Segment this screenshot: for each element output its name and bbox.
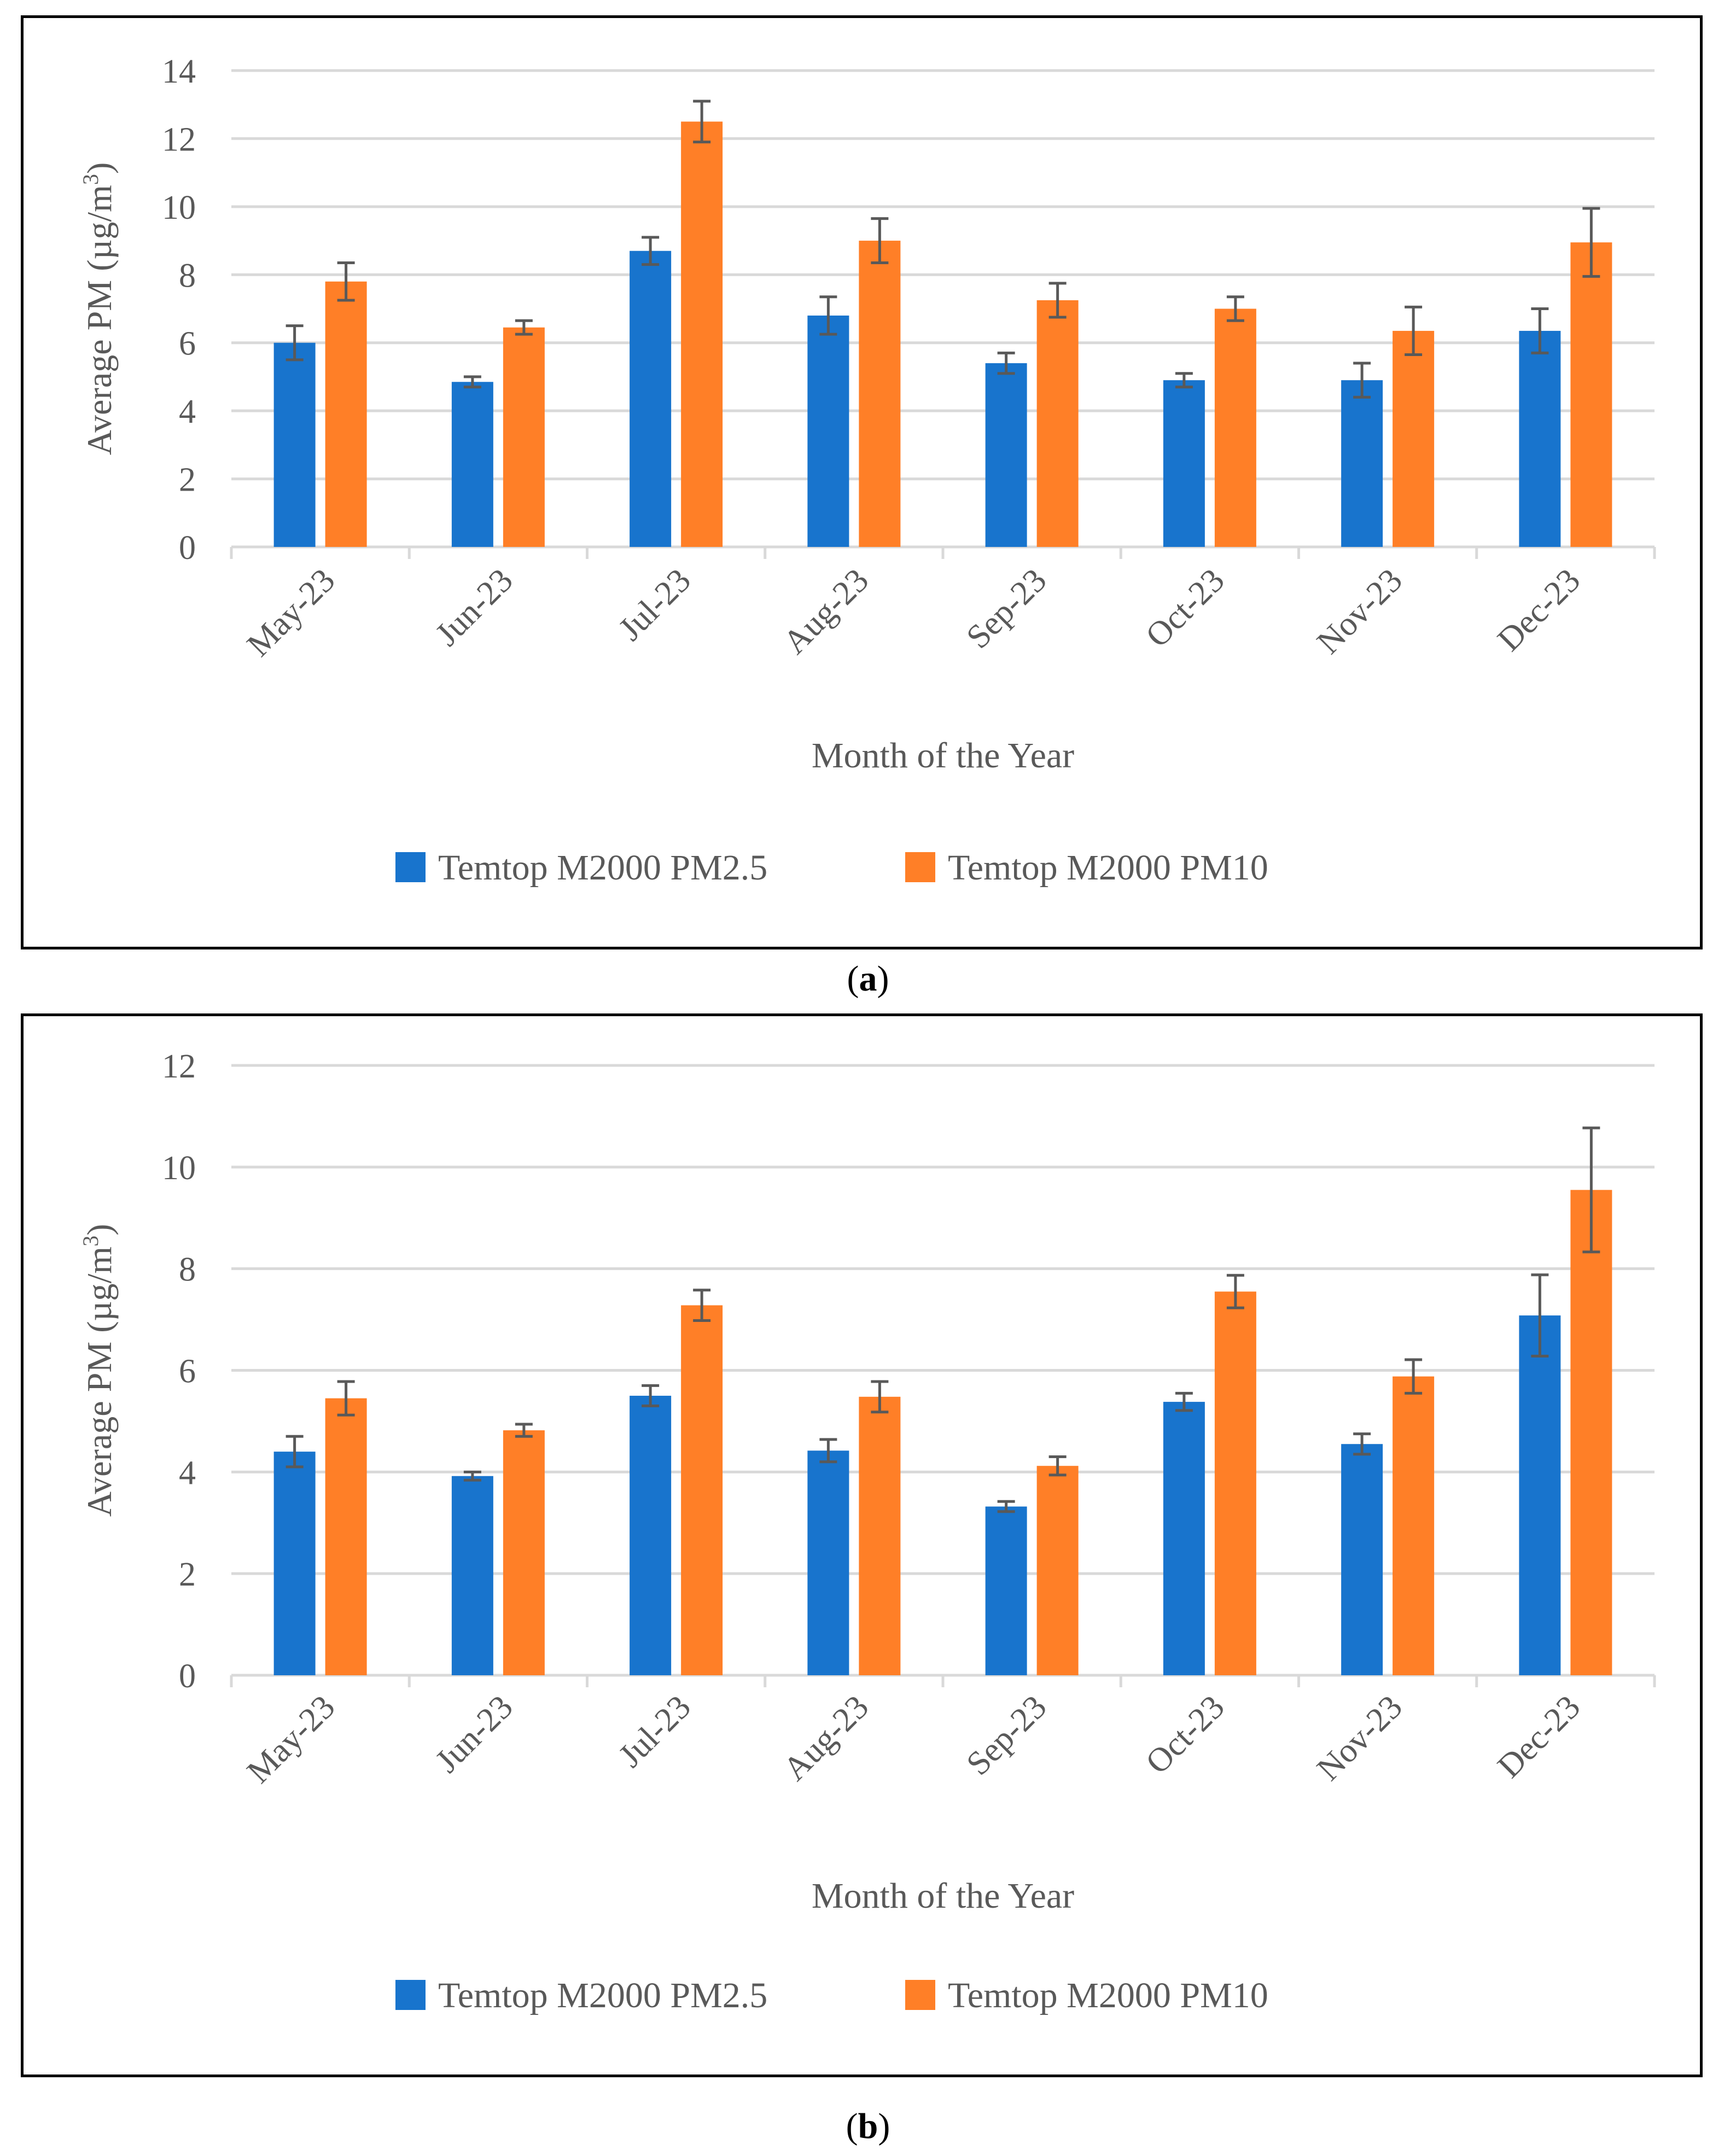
bar-pm25 — [807, 1450, 849, 1675]
y-axis-title-text: Average PM (µg/m — [80, 1246, 119, 1517]
x-tick-label: Jul-23 — [611, 562, 698, 648]
caption-b-label: b — [858, 2106, 878, 2146]
y-axis-title-close: ) — [80, 1224, 119, 1236]
bar-pm25 — [985, 363, 1027, 547]
bar-pm10 — [1570, 242, 1612, 547]
bar-pm10 — [503, 1430, 545, 1675]
y-axis-title: Average PM (µg/m3) — [78, 1224, 119, 1517]
legend-label: Temtop M2000 PM10 — [948, 848, 1268, 888]
y-tick-label: 6 — [179, 325, 196, 363]
bar-pm25 — [1519, 330, 1561, 547]
bar-pm10 — [681, 1305, 723, 1675]
x-tick-label: Jul-23 — [611, 1688, 698, 1775]
x-tick-label: May-23 — [240, 1688, 342, 1791]
legend-swatch — [905, 852, 935, 882]
chart-b-svg: 0 2 4 6 8 10 12 May-23 Jun-23 Jul-23 Aug-23 Sep-23 O… — [78, 1048, 1656, 2015]
legend-swatch — [395, 1980, 426, 2010]
x-tick-label: Oct-23 — [1139, 562, 1232, 655]
bar-pm25 — [1519, 1315, 1561, 1675]
y-tick-label: 0 — [179, 529, 196, 567]
bar-pm25 — [273, 1452, 316, 1675]
y-tick-label: 12 — [162, 121, 196, 158]
chart-panel-b: 0 2 4 6 8 10 12 May-23 Jun-23 Jul-23 Aug-23 Sep-23 O… — [21, 1013, 1703, 2077]
bar-pm10 — [325, 1398, 367, 1675]
bar-pm25 — [1163, 380, 1205, 547]
legend-swatch — [905, 1980, 935, 2010]
x-tick-label: Jun-23 — [428, 1688, 520, 1780]
y-tick-label: 4 — [179, 393, 196, 430]
bar-pm10 — [325, 281, 367, 547]
bar-pm25 — [630, 1395, 672, 1675]
y-tick-label: 2 — [179, 1556, 196, 1593]
x-tick-label: May-23 — [240, 562, 342, 664]
bar-pm10 — [1214, 1291, 1256, 1675]
x-tick-label: Jun-23 — [428, 562, 520, 653]
x-tick-label: Sep-23 — [959, 562, 1053, 656]
chart-panel-a: 0 2 4 6 8 10 12 14 May-23 Jun-23 Jul-23 Aug-23 Sep-2… — [21, 15, 1703, 949]
bar-pm10 — [1393, 1376, 1435, 1675]
bar-pm10 — [1393, 330, 1435, 547]
y-axis-title-text: Average PM (µg/m — [80, 185, 119, 455]
y-tick-label: 0 — [179, 1658, 196, 1695]
x-axis-title: Month of the Year — [812, 736, 1074, 776]
bar-pm25 — [1341, 380, 1383, 547]
x-tick-label: Dec-23 — [1490, 562, 1587, 659]
y-tick-label: 10 — [162, 189, 196, 226]
bar-pm10 — [1570, 1190, 1612, 1675]
x-tick-label: Nov-23 — [1310, 562, 1409, 661]
bar-pm10 — [681, 121, 723, 547]
caption-b: (b) — [846, 2106, 890, 2146]
bar-pm25 — [1163, 1402, 1205, 1675]
x-tick-label: Dec-23 — [1490, 1688, 1587, 1785]
x-tick-label: Aug-23 — [776, 562, 876, 661]
y-tick-label: 14 — [162, 53, 196, 90]
y-tick-label: 8 — [179, 257, 196, 294]
caption-a: (a) — [847, 959, 889, 999]
bar-pm10 — [1214, 308, 1256, 547]
y-axis-title-close: ) — [80, 162, 119, 174]
bar-pm25 — [1341, 1444, 1383, 1675]
caption-a-label: a — [859, 959, 877, 999]
y-tick-label: 8 — [179, 1251, 196, 1289]
legend-swatch — [395, 852, 426, 882]
x-tick-label: Sep-23 — [959, 1688, 1053, 1782]
bar-pm25 — [630, 250, 672, 547]
bar-pm25 — [985, 1506, 1027, 1675]
y-tick-label: 6 — [179, 1353, 196, 1390]
chart-a-svg: 0 2 4 6 8 10 12 14 May-23 Jun-23 Jul-23 Aug-23 Sep-2… — [78, 53, 1656, 888]
legend-label: Temtop M2000 PM2.5 — [438, 848, 767, 888]
bar-pm10 — [859, 241, 901, 547]
y-tick-label: 12 — [162, 1048, 196, 1085]
y-axis-title: Average PM (µg/m3) — [78, 162, 119, 456]
bar-pm25 — [273, 342, 316, 547]
x-axis-title: Month of the Year — [812, 1876, 1074, 1916]
y-axis-title-superscript: 3 — [78, 1236, 103, 1246]
bar-pm10 — [503, 327, 545, 547]
bar-pm25 — [807, 315, 849, 547]
bar-pm25 — [451, 1476, 493, 1675]
bar-pm25 — [451, 382, 493, 547]
y-tick-label: 10 — [162, 1150, 196, 1187]
legend-label: Temtop M2000 PM2.5 — [438, 1976, 767, 2015]
bar-pm10 — [1036, 1466, 1079, 1675]
x-tick-label: Oct-23 — [1139, 1688, 1232, 1781]
legend-label: Temtop M2000 PM10 — [948, 1976, 1268, 2015]
y-tick-label: 2 — [179, 462, 196, 499]
y-tick-label: 4 — [179, 1454, 196, 1491]
x-tick-label: Nov-23 — [1310, 1688, 1409, 1788]
y-axis-title-superscript: 3 — [78, 174, 103, 185]
bar-pm10 — [859, 1396, 901, 1675]
bar-pm10 — [1036, 300, 1079, 547]
x-tick-label: Aug-23 — [776, 1688, 876, 1788]
